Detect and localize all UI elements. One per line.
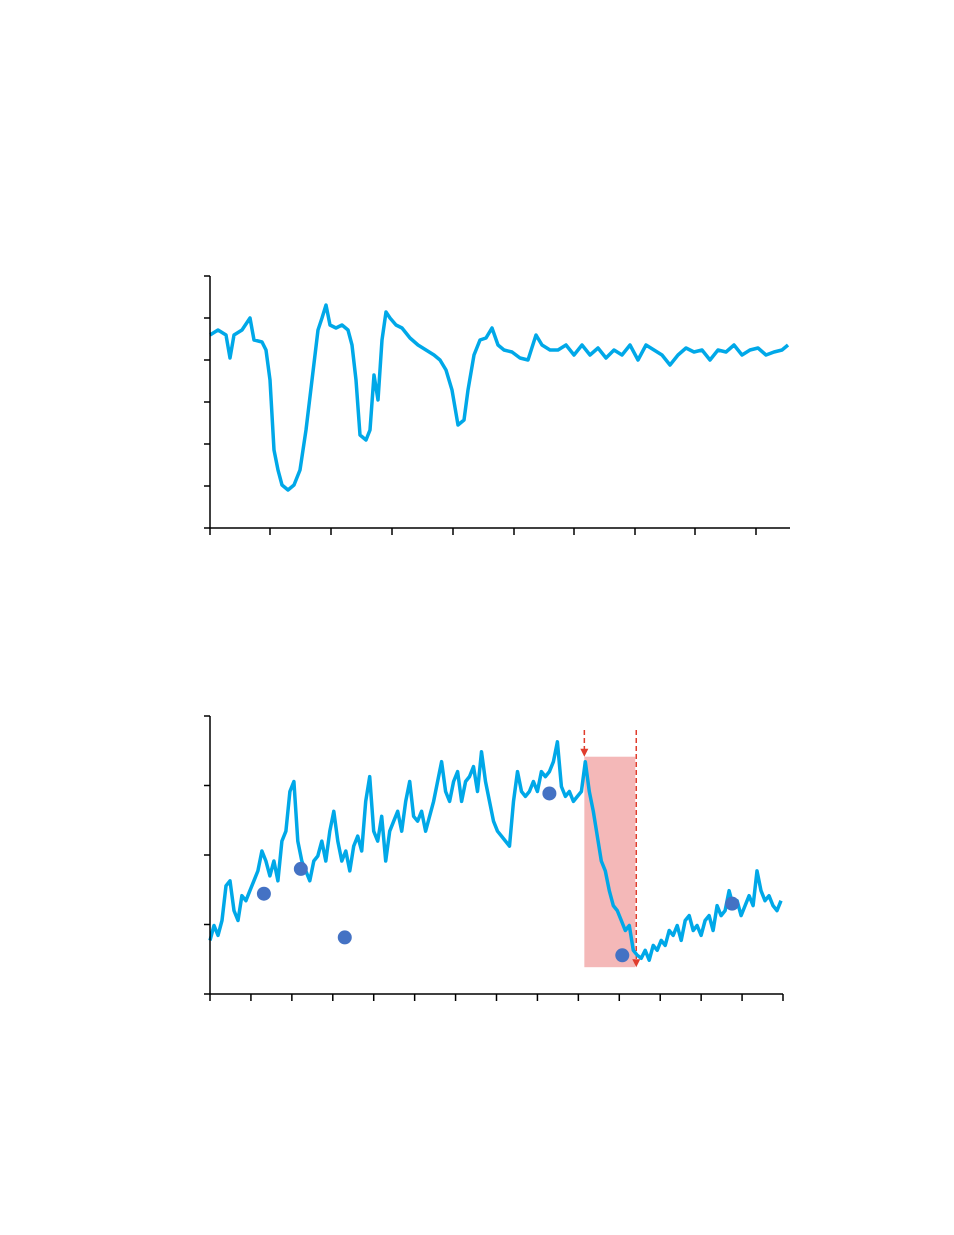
highlight-region xyxy=(584,756,636,968)
data-line xyxy=(209,303,790,492)
marker-dot xyxy=(542,786,557,801)
marker-dot xyxy=(256,886,271,901)
arrow-head xyxy=(632,959,641,968)
marker-dot xyxy=(293,861,308,876)
data-line xyxy=(208,740,783,962)
arrow-head xyxy=(580,748,589,757)
marker-dot xyxy=(725,896,740,911)
marker-dot xyxy=(615,948,630,963)
marker-dot xyxy=(337,930,352,945)
